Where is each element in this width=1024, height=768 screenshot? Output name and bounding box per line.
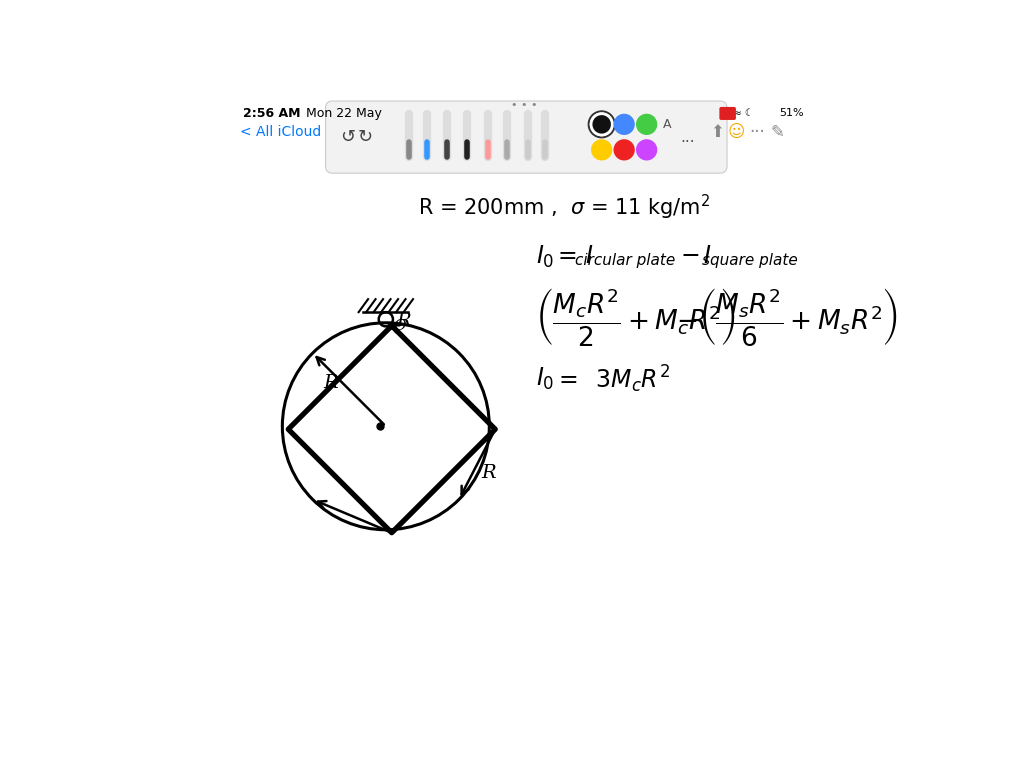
Text: • • •: • • • (511, 100, 538, 110)
Text: R = 200mm ,  $\sigma$ = 11 kg/m$^2$: R = 200mm , $\sigma$ = 11 kg/m$^2$ (418, 193, 711, 222)
Text: $= \, \mathit{I}$: $= \, \mathit{I}$ (553, 245, 594, 268)
Text: R: R (481, 464, 497, 482)
Text: $- \, \mathit{I}$: $- \, \mathit{I}$ (680, 245, 713, 268)
Text: Mon 22 May: Mon 22 May (306, 107, 382, 120)
Text: 51%: 51% (779, 108, 804, 118)
Text: O: O (393, 319, 407, 333)
Text: circular plate: circular plate (575, 253, 675, 268)
Text: ⬆: ⬆ (710, 124, 724, 141)
Circle shape (636, 114, 657, 135)
Text: ↻: ↻ (357, 128, 373, 146)
FancyBboxPatch shape (326, 101, 727, 173)
Circle shape (591, 139, 612, 161)
Text: square plate: square plate (702, 253, 798, 268)
Text: $\mathit{I}_0$: $\mathit{I}_0$ (536, 366, 554, 392)
FancyBboxPatch shape (719, 107, 736, 120)
Circle shape (613, 139, 635, 161)
Text: $\mathit{I}_0$: $\mathit{I}_0$ (536, 243, 554, 270)
Text: ↺: ↺ (340, 128, 355, 146)
Text: $-\left(\dfrac{M_s R^2}{6} + M_s R^2\right)$: $-\left(\dfrac{M_s R^2}{6} + M_s R^2\rig… (676, 287, 898, 349)
Text: ● ≈ ☾: ● ≈ ☾ (722, 108, 754, 118)
Text: ☺: ☺ (728, 124, 745, 141)
Circle shape (591, 114, 612, 135)
Text: R: R (324, 374, 338, 392)
Text: ···: ··· (750, 124, 765, 141)
Circle shape (613, 114, 635, 135)
Text: R: R (396, 313, 411, 330)
Text: $\left(\dfrac{M_c R^2}{2} + M_c R^2\right)$: $\left(\dfrac{M_c R^2}{2} + M_c R^2\righ… (536, 287, 736, 349)
Text: < All iCloud: < All iCloud (240, 125, 321, 139)
Text: ✎: ✎ (771, 124, 784, 141)
Text: 2:56 AM: 2:56 AM (244, 107, 301, 120)
Text: A: A (663, 118, 671, 131)
Circle shape (636, 139, 657, 161)
Text: ...: ... (680, 130, 694, 144)
Text: $= \;\; 3M_c R^2$: $= \;\; 3M_c R^2$ (554, 363, 670, 395)
